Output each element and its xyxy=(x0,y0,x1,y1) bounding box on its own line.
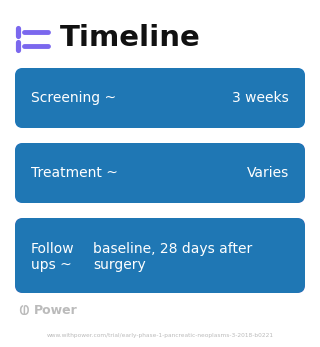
Text: www.withpower.com/trial/early-phase-1-pancreatic-neoplasms-3-2018-b0221: www.withpower.com/trial/early-phase-1-pa… xyxy=(46,332,274,338)
Text: Screening ~: Screening ~ xyxy=(31,91,116,105)
Text: baseline, 28 days after: baseline, 28 days after xyxy=(93,242,252,255)
FancyBboxPatch shape xyxy=(15,143,305,203)
Text: surgery: surgery xyxy=(93,257,146,271)
Text: Varies: Varies xyxy=(247,166,289,180)
Text: ups ~: ups ~ xyxy=(31,257,72,271)
Text: Power: Power xyxy=(34,304,78,316)
Text: 3 weeks: 3 weeks xyxy=(232,91,289,105)
FancyBboxPatch shape xyxy=(15,218,305,293)
Text: Timeline: Timeline xyxy=(60,24,201,52)
Text: Treatment ~: Treatment ~ xyxy=(31,166,118,180)
Text: Follow: Follow xyxy=(31,242,75,255)
Text: ⱷ: ⱷ xyxy=(18,301,29,319)
FancyBboxPatch shape xyxy=(15,68,305,128)
